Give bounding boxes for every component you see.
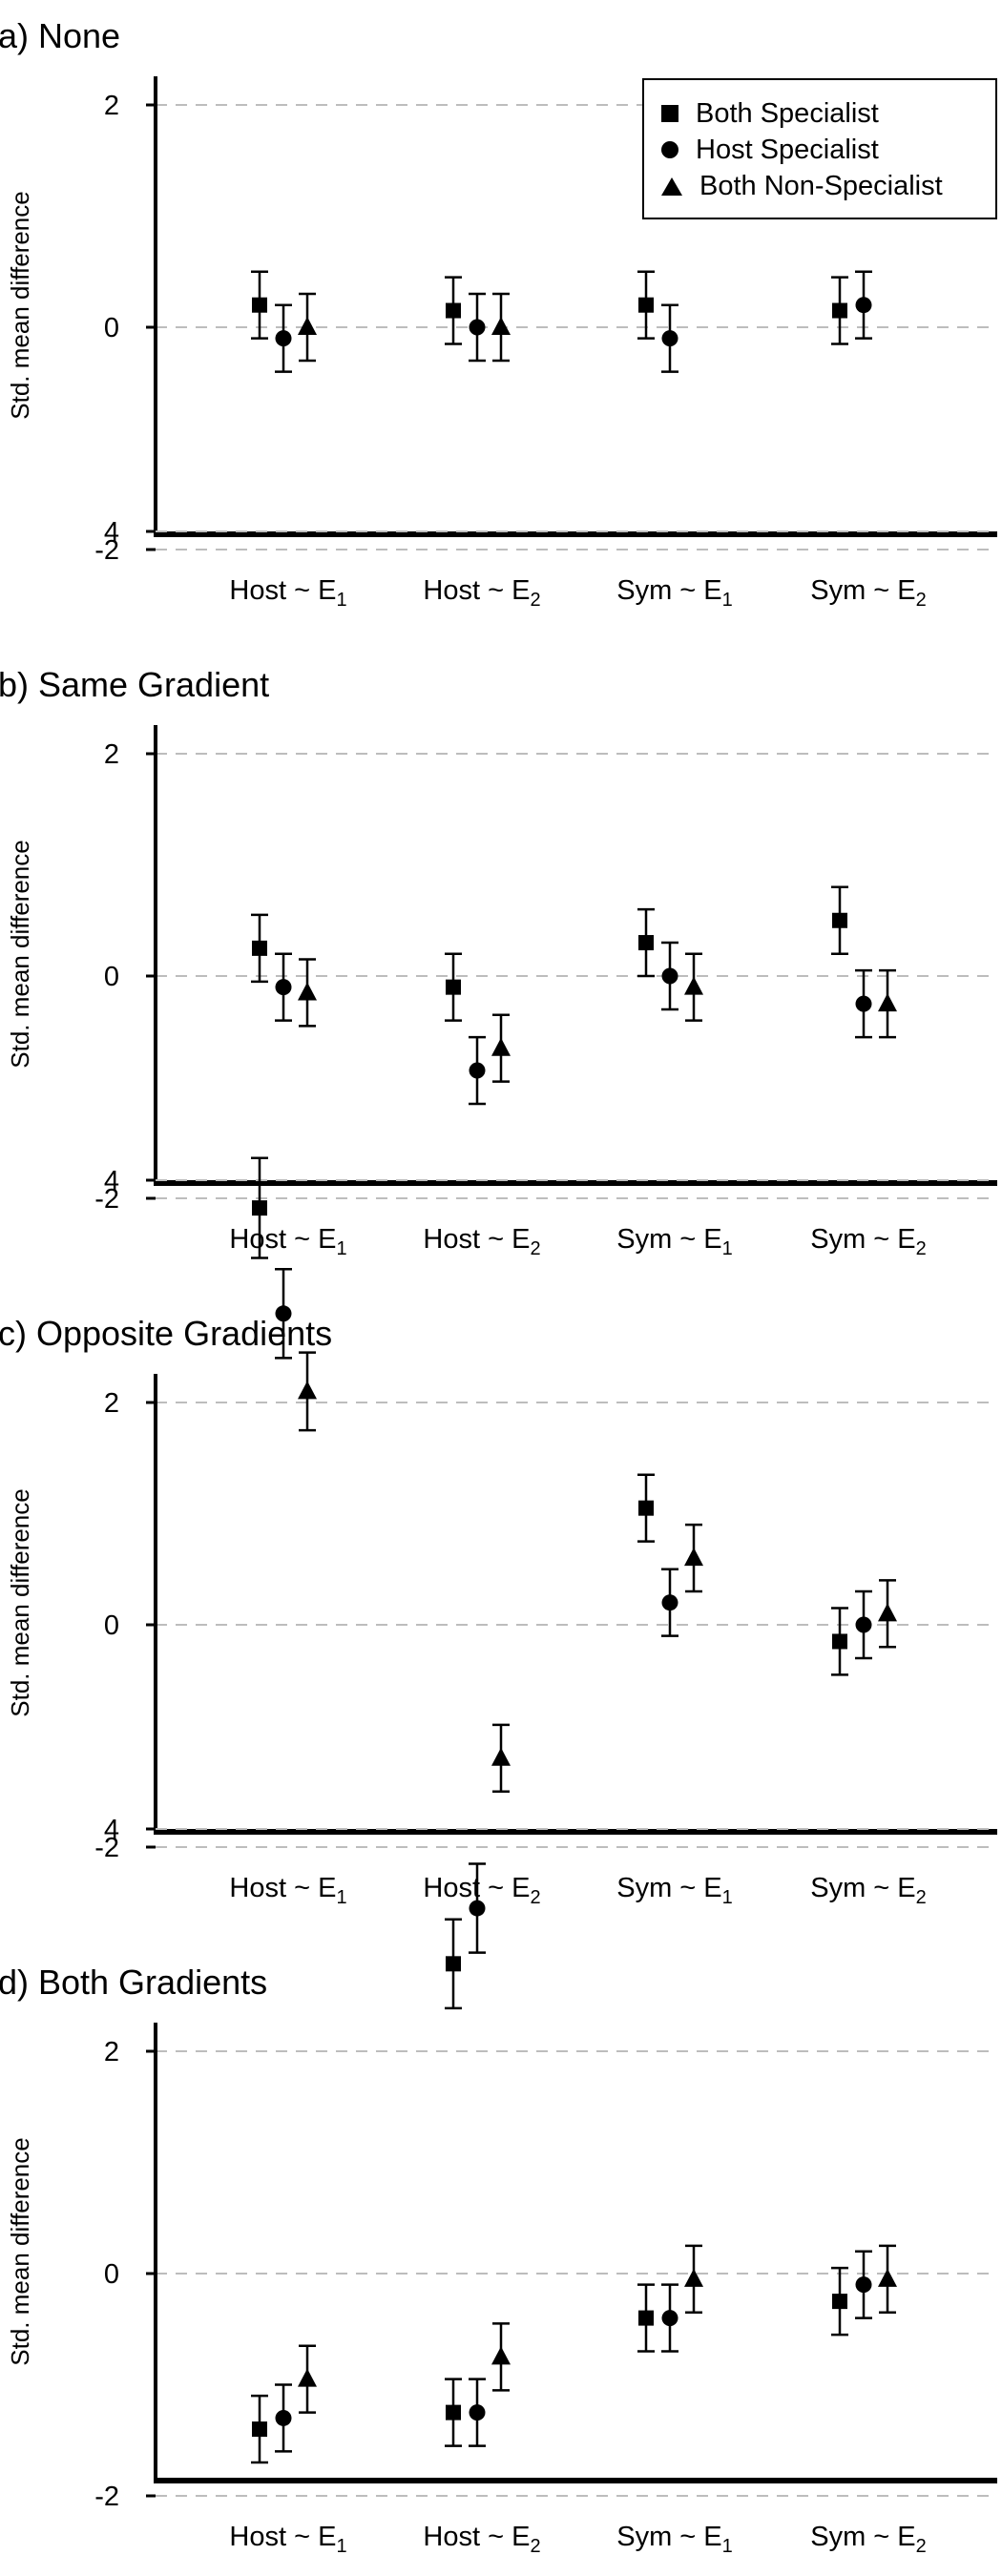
triangle-marker-icon (661, 177, 682, 196)
triangle-marker (684, 2268, 703, 2287)
x-tick-label: Sym ~ E1 (616, 2522, 733, 2557)
panel-title: (c) Opposite Gradients (0, 1314, 332, 1353)
square-marker (252, 2421, 267, 2438)
triangle-marker (491, 1037, 511, 1056)
triangle-marker (298, 2368, 317, 2387)
x-tick-label: Host ~ E1 (229, 2522, 346, 2557)
circle-marker (661, 1594, 678, 1611)
y-tick-label: 0 (104, 1610, 119, 1641)
triangle-marker (878, 993, 897, 1012)
triangle-marker (878, 1603, 897, 1622)
square-marker (832, 912, 847, 928)
triangle-marker (491, 317, 511, 335)
panel-2: (b) Same Gradient Std. mean difference -2 0… (0, 517, 997, 1259)
triangle-marker (298, 317, 317, 335)
square-marker (638, 935, 654, 951)
circle-marker (469, 1900, 486, 1917)
square-marker (638, 1500, 654, 1516)
legend-item-both-specialist: Both Specialist (661, 97, 879, 130)
y-tick-label: 0 (104, 962, 119, 992)
x-tick-label: Host ~ E2 (423, 2522, 540, 2557)
circle-marker (855, 1616, 872, 1633)
y-axis-label: Std. mean difference (6, 2137, 34, 2365)
triangle-marker (684, 1548, 703, 1567)
square-marker (446, 2404, 461, 2420)
panel-1: (a) None Std. mean difference -2 0 2 4 Host ~ … (0, 16, 997, 611)
circle-marker (469, 1062, 486, 1079)
x-tick-label: Host ~ E2 (423, 575, 540, 611)
y-tick-label: -2 (94, 1184, 119, 1215)
circle-marker-icon (661, 141, 678, 158)
square-marker (252, 940, 267, 956)
legend-label: Both Specialist (696, 97, 879, 129)
legend-item-host-specialist: Host Specialist (661, 134, 879, 166)
circle-marker (275, 1305, 292, 1322)
panel-3: (c) Opposite Gradients Std. mean differen… (0, 1156, 997, 2010)
y-tick-label: 4 (104, 1166, 119, 1196)
x-tick-label: Sym ~ E1 (616, 1224, 733, 1259)
circle-marker (275, 330, 292, 347)
square-marker (252, 1200, 267, 1216)
square-marker (638, 297, 654, 313)
y-axis-label: Std. mean difference (6, 191, 34, 419)
y-axis-label: Std. mean difference (6, 840, 34, 1068)
x-tick-label: Sym ~ E2 (810, 1873, 927, 1908)
y-tick-label: 0 (104, 2259, 119, 2290)
y-tick-label: -2 (94, 1833, 119, 1863)
triangle-marker (298, 982, 317, 1001)
legend-label: Host Specialist (696, 134, 879, 165)
y-tick-label: 2 (104, 2037, 119, 2067)
y-tick-label: 4 (104, 517, 119, 548)
x-tick-label: Sym ~ E1 (616, 1873, 733, 1908)
legend-item-both-non-specialist: Both Non-Specialist (661, 170, 943, 202)
legend-label: Both Non-Specialist (699, 170, 943, 201)
circle-marker (275, 2409, 292, 2426)
y-tick-label: 2 (104, 1388, 119, 1419)
triangle-marker (298, 1381, 317, 1400)
square-marker (638, 2310, 654, 2326)
x-tick-label: Host ~ E1 (229, 575, 346, 611)
triangle-marker (684, 976, 703, 995)
y-tick-label: -2 (94, 2482, 119, 2512)
legend: Both Specialist Host Specialist Both Non… (642, 78, 997, 219)
circle-marker (661, 967, 678, 985)
triangle-marker (878, 2268, 897, 2287)
square-marker (446, 302, 461, 319)
panel-4: (d) Both Gradients Std. mean difference -2… (0, 1815, 997, 2557)
triangle-marker (491, 1747, 511, 1766)
circle-marker (855, 995, 872, 1012)
circle-marker (855, 2276, 872, 2294)
y-tick-label: 2 (104, 739, 119, 770)
x-tick-label: Sym ~ E2 (810, 2522, 927, 2557)
panel-title: (b) Same Gradient (0, 665, 269, 704)
circle-marker (855, 297, 872, 314)
y-axis-label: Std. mean difference (6, 1488, 34, 1716)
x-tick-label: Host ~ E1 (229, 1224, 346, 1259)
triangle-marker (491, 2346, 511, 2365)
y-tick-label: 2 (104, 91, 119, 121)
square-marker (832, 1633, 847, 1650)
square-marker (832, 302, 847, 319)
circle-marker (661, 330, 678, 347)
circle-marker (469, 319, 486, 336)
circle-marker (275, 979, 292, 996)
x-tick-label: Sym ~ E1 (616, 575, 733, 611)
square-marker (252, 297, 267, 313)
square-marker (832, 2294, 847, 2310)
x-tick-label: Host ~ E1 (229, 1873, 346, 1908)
y-tick-label: -2 (94, 535, 119, 566)
y-tick-label: 4 (104, 1815, 119, 1845)
circle-marker (469, 2404, 486, 2421)
circle-marker (661, 2310, 678, 2327)
x-tick-label: Sym ~ E2 (810, 575, 927, 611)
panel-title: (d) Both Gradients (0, 1963, 267, 2002)
x-tick-label: Sym ~ E2 (810, 1224, 927, 1259)
square-marker-icon (661, 105, 678, 122)
x-tick-label: Host ~ E2 (423, 1224, 540, 1259)
square-marker (446, 979, 461, 995)
square-marker (446, 1956, 461, 1972)
y-tick-label: 0 (104, 313, 119, 343)
panel-title: (a) None (0, 16, 120, 55)
